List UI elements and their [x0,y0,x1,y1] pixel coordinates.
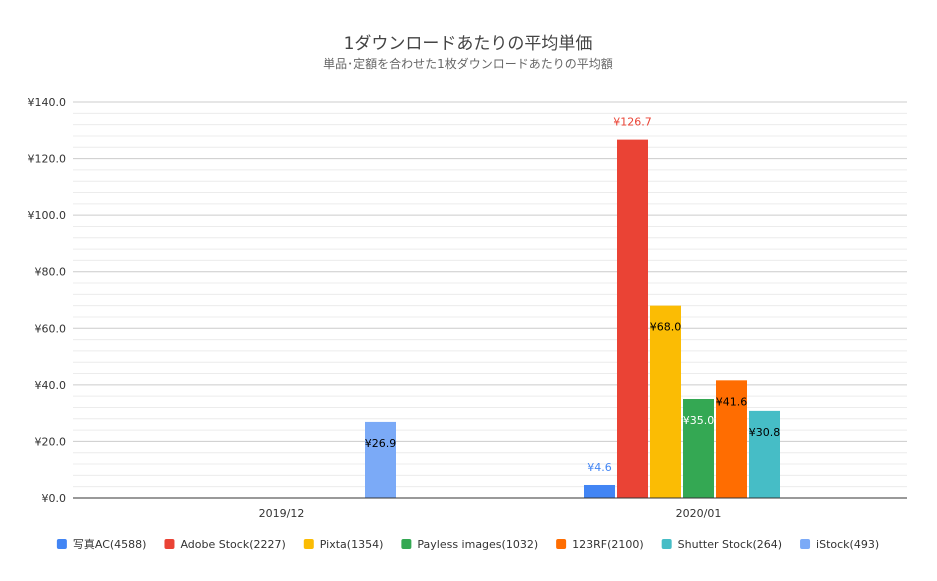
legend-label: Adobe Stock(2227) [180,538,285,551]
y-tick-label: ¥80.0 [35,266,67,279]
bar [584,484,615,498]
legend-swatch [800,539,811,549]
bar [617,139,648,498]
legend-swatch [401,539,412,549]
legend-label: 写真AC(4588) [73,537,147,551]
legend-swatch [56,539,67,549]
data-label: ¥35.0 [683,414,715,427]
legend-item[interactable]: Adobe Stock(2227) [164,538,286,551]
bar [365,421,396,498]
data-label: ¥41.6 [716,395,748,408]
chart-subtitle: 単品･定額を合わせた1枚ダウンロードあたりの平均額 [323,56,613,71]
y-tick-label: ¥120.0 [28,153,67,166]
legend-swatch [556,539,567,549]
data-labels: ¥26.9 ¥4.6 ¥126.7 ¥68.0 ¥35.0¥41.6 ¥30.8 [365,116,781,474]
x-axis-categories: 2019/12 2020/01 [259,507,722,520]
grid [73,101,907,499]
y-tick-label: ¥20.0 [35,435,67,448]
legend-item[interactable]: Payless images(1032) [401,538,538,551]
chart-title: 1ダウンロードあたりの平均単価 [344,34,593,54]
legend-swatch [303,539,314,549]
data-label: ¥4.6 [587,461,612,474]
legend-item[interactable]: Shutter Stock(264) [661,538,782,551]
y-tick-label: ¥60.0 [35,322,67,335]
bars [365,139,780,498]
y-tick-label: ¥100.0 [28,209,67,222]
y-axis-ticks: ¥0.0 ¥20.0 ¥40.0 ¥60.0 ¥80.0 ¥100.0 ¥120.0 ¥140… [28,96,67,505]
x-category-label: 2019/12 [259,507,305,520]
data-label: ¥30.8 [749,426,781,439]
data-label: ¥126.7 [613,116,652,129]
legend-item[interactable]: 123RF(2100) [556,538,644,551]
x-category-label: 2020/01 [676,507,722,520]
bar [716,380,747,498]
data-label: ¥26.9 [365,437,397,450]
legend: 写真AC(4588) Adobe Stock(2227) Pixta(1354) Pa… [56,537,879,551]
data-label: ¥68.0 [650,321,682,334]
y-tick-label: ¥140.0 [28,96,67,109]
bar [650,305,681,498]
legend-label: Payless images(1032) [417,538,538,551]
bar [749,410,780,498]
y-tick-label: ¥0.0 [42,492,67,505]
legend-item[interactable]: Pixta(1354) [303,538,384,551]
y-tick-label: ¥40.0 [35,379,67,392]
legend-item[interactable]: 写真AC(4588) [56,537,147,551]
legend-label: iStock(493) [816,538,879,551]
bar [683,399,714,498]
legend-item[interactable]: iStock(493) [800,538,879,551]
legend-swatch [661,539,672,549]
legend-label: Pixta(1354) [320,538,384,551]
legend-label: Shutter Stock(264) [678,538,782,551]
legend-swatch [164,539,175,549]
legend-label: 123RF(2100) [572,538,644,551]
